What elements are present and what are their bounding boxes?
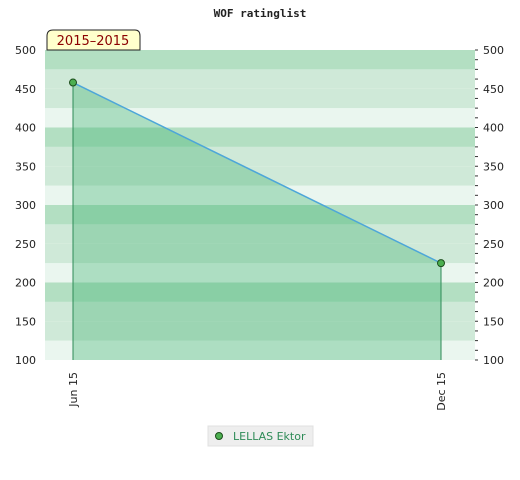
range-badge-box xyxy=(46,29,141,51)
grid-band xyxy=(45,50,475,70)
y-tick-label-left: 450 xyxy=(15,83,36,96)
grid-band xyxy=(45,340,475,360)
grid-band xyxy=(45,224,475,244)
y-tick-label-right: 450 xyxy=(483,83,504,96)
grid-band xyxy=(45,263,475,283)
y-tick-label-right: 250 xyxy=(483,238,504,251)
grid-band xyxy=(45,205,475,225)
y-axis-right: 100 150 200 250 300 350 400 450 500 xyxy=(475,44,504,367)
range-badge: 2015–2015 xyxy=(46,29,141,51)
legend: LELLAS Ektor xyxy=(207,425,314,447)
grid-band xyxy=(45,166,475,186)
grid-band xyxy=(45,243,475,264)
y-tick-label-left: 250 xyxy=(15,238,36,251)
grid-band xyxy=(45,146,475,167)
x-tick-label: Jun 15 xyxy=(67,372,80,408)
y-tick-label-right: 150 xyxy=(483,315,504,328)
grid-band xyxy=(45,108,475,128)
data-point xyxy=(69,78,77,87)
y-axis-left: 100 150 200 250 300 350 400 450 500 xyxy=(15,44,36,367)
y-tick-label-right: 100 xyxy=(483,354,504,367)
y-tick-label-left: 200 xyxy=(15,277,36,290)
y-tick-label-left: 350 xyxy=(15,160,36,173)
y-tick-label-left: 100 xyxy=(15,354,36,367)
area-fill xyxy=(73,82,441,361)
grid-band xyxy=(45,88,475,109)
y-tick-label-right: 350 xyxy=(483,160,504,173)
chart-title: WOF ratinglist xyxy=(214,7,307,20)
y-tick-label-left: 150 xyxy=(15,315,36,328)
range-badge-text: 2015–2015 xyxy=(57,34,130,49)
grid-band xyxy=(45,321,475,341)
grid-band xyxy=(45,301,475,322)
grid-band xyxy=(45,282,475,302)
grid-band xyxy=(45,185,475,205)
x-axis: Jun 15 Dec 15 xyxy=(67,372,448,411)
y-tick-label-right: 300 xyxy=(483,199,504,212)
legend-label: LELLAS Ektor xyxy=(233,430,306,443)
legend-box xyxy=(207,425,314,447)
grid-band xyxy=(45,69,475,89)
data-point xyxy=(437,259,445,268)
background-bands xyxy=(45,50,475,360)
series-markers xyxy=(69,78,445,268)
y-tick-label-right: 200 xyxy=(483,277,504,290)
grid-band xyxy=(45,127,475,147)
y-tick-label-right: 400 xyxy=(483,122,504,135)
series-area xyxy=(72,81,442,361)
series-line xyxy=(72,81,442,264)
y-tick-label-left: 400 xyxy=(15,122,36,135)
x-tick-label: Dec 15 xyxy=(435,372,448,411)
y-tick-label-left: 500 xyxy=(15,44,36,57)
y-tick-label-left: 300 xyxy=(15,199,36,212)
y-tick-label-right: 500 xyxy=(483,44,504,57)
legend-marker xyxy=(215,432,223,440)
